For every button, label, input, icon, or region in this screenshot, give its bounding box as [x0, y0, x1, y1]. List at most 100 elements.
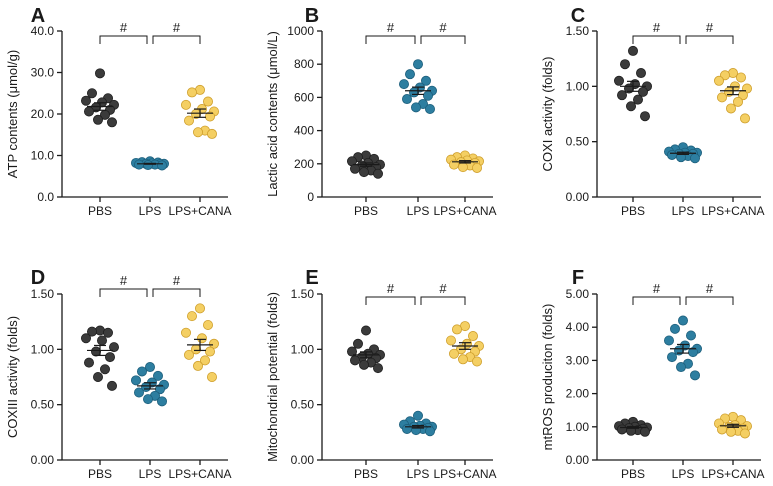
data-point [471, 162, 482, 173]
significance-label: # [120, 273, 128, 288]
panel-c: C COXI activity (folds) 0.00 0.50 1.00 1.50 PB… [540, 5, 765, 218]
data-point [91, 346, 102, 357]
data-point [84, 106, 95, 117]
significance-bracket [632, 296, 681, 305]
x-tick-label: LPS+CANA [433, 467, 496, 481]
data-point [180, 327, 191, 338]
y-tick-label: 200 [294, 157, 314, 171]
data-point [448, 348, 459, 359]
panel-letter: E [305, 267, 318, 289]
data-point [424, 426, 435, 437]
data-point [678, 315, 689, 326]
data-point [84, 357, 95, 368]
panel-letter: D [31, 267, 45, 289]
x-tick-label: LPS+CANA [168, 204, 231, 218]
x-tick-label: PBS [88, 467, 112, 481]
x-tick-label: LPS [407, 204, 430, 218]
data-point [445, 335, 456, 346]
data-point [690, 370, 701, 381]
data-point [736, 72, 747, 83]
significance-bracket [99, 288, 148, 297]
data-point [107, 380, 118, 391]
x-tick-label: LPS [139, 204, 162, 218]
data-point [183, 349, 194, 360]
x-tick-label: LPS+CANA [168, 467, 231, 481]
x-tick-label: PBS [621, 204, 645, 218]
data-point [457, 162, 468, 173]
data-point [360, 325, 371, 336]
panel-e: E Mitochondrial potential (folds) 0.00 0.50… [265, 267, 497, 481]
data-point [152, 370, 163, 381]
data-point [467, 331, 478, 342]
data-point [87, 326, 98, 337]
x-tick-label: LPS [407, 467, 430, 481]
panel-b: B Lactic acid contents (μmol/L) 0 200 400 600… [265, 5, 497, 218]
data-point [457, 354, 468, 365]
data-point [349, 355, 360, 366]
data-point [349, 163, 360, 174]
data-point [81, 95, 92, 106]
data-point [676, 362, 687, 373]
y-axis-label: Mitochondrial potential (folds) [265, 292, 280, 462]
y-tick-label: 40.0 [31, 24, 55, 38]
data-point [420, 75, 431, 86]
data-point [192, 127, 203, 138]
significance-bracket [99, 35, 148, 44]
data-point [202, 96, 213, 107]
significance-label: # [706, 20, 714, 35]
data-point [81, 333, 92, 344]
data-point [358, 359, 369, 370]
y-tick-label: 0.00 [291, 453, 315, 467]
x-tick-label: LPS+CANA [701, 467, 764, 481]
y-tick-label: 5.00 [566, 287, 590, 301]
data-point [614, 75, 625, 86]
data-point [133, 387, 144, 398]
significance-label: # [120, 20, 128, 35]
data-point [105, 352, 116, 363]
y-axis-label: COXIII activity (folds) [5, 316, 20, 438]
data-point [401, 424, 412, 435]
data-point [451, 324, 462, 335]
significance-label: # [706, 281, 714, 296]
data-point [626, 101, 637, 112]
y-tick-label: 1.50 [291, 287, 315, 301]
y-tick-label: 1.00 [291, 342, 315, 356]
data-point [192, 360, 203, 371]
data-point [628, 45, 639, 56]
data-point [180, 99, 191, 110]
data-point [206, 371, 217, 382]
y-axis-label: COXI activity (folds) [540, 57, 555, 172]
panel-a: A ATP contents (μmol/g) 0.0 10.0 20.0 30.0 40.… [5, 5, 232, 218]
data-point [109, 342, 120, 353]
data-point [667, 352, 678, 363]
data-point [358, 167, 369, 178]
x-tick-label: LPS [672, 467, 695, 481]
data-point [686, 330, 697, 341]
data-point [186, 311, 197, 322]
significance-label: # [387, 281, 395, 296]
data-point [412, 59, 423, 70]
panel-letter: A [31, 5, 45, 27]
y-axis-label: ATP contents (μmol/g) [5, 50, 20, 178]
data-point [87, 88, 98, 99]
data-point [372, 363, 383, 374]
data-point [726, 103, 737, 114]
y-tick-label: 30.0 [31, 66, 55, 80]
data-point [156, 160, 167, 171]
data-point [670, 323, 681, 334]
y-tick-label: 1.00 [566, 420, 590, 434]
significance-bracket [632, 35, 681, 44]
y-tick-label: 1.50 [566, 24, 590, 38]
data-point [471, 356, 482, 367]
y-tick-label: 1.00 [566, 79, 590, 93]
data-point [95, 68, 106, 79]
y-tick-label: 0.50 [566, 135, 590, 149]
data-point [208, 338, 219, 349]
data-point [398, 79, 409, 90]
data-point [664, 335, 675, 346]
data-point [733, 96, 744, 107]
data-point [204, 111, 215, 122]
x-tick-label: LPS [672, 204, 695, 218]
